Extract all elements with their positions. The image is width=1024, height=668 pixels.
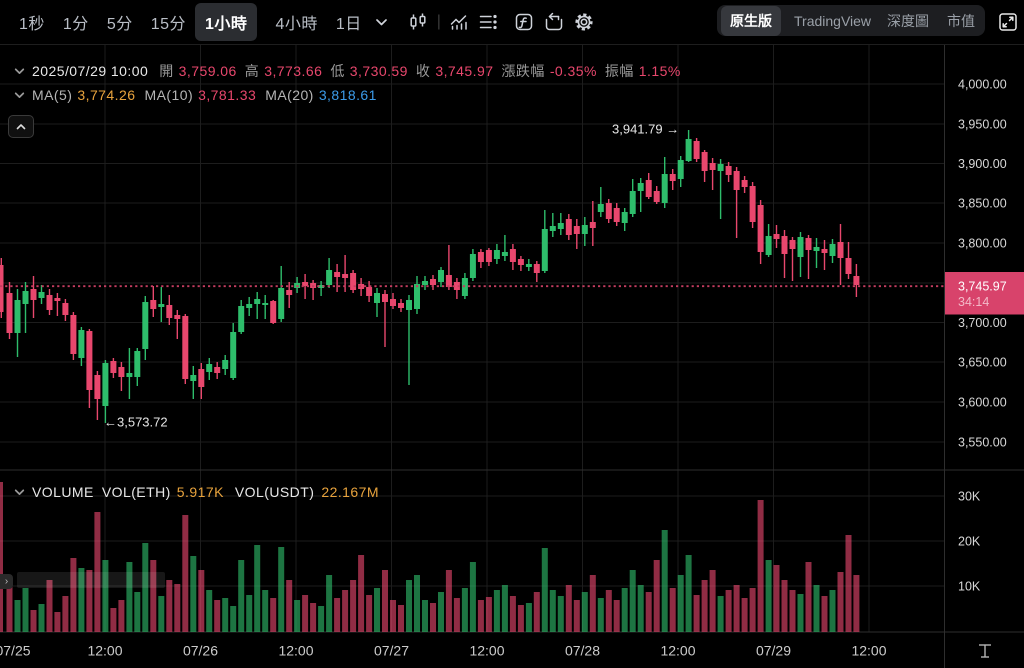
- svg-text:20K: 20K: [958, 535, 981, 549]
- svg-text:07/28: 07/28: [565, 643, 600, 659]
- svg-text:07/25: 07/25: [0, 643, 31, 659]
- svg-text:4,000.00: 4,000.00: [958, 78, 1007, 92]
- svg-text:12:00: 12:00: [660, 643, 695, 659]
- svg-text:3,950.00: 3,950.00: [958, 118, 1007, 132]
- svg-text:3,700.00: 3,700.00: [958, 316, 1007, 330]
- svg-text:3,550.00: 3,550.00: [958, 436, 1007, 450]
- svg-text:3,800.00: 3,800.00: [958, 237, 1007, 251]
- svg-text:3,941.79 →: 3,941.79 →: [612, 122, 679, 137]
- svg-text:3,900.00: 3,900.00: [958, 157, 1007, 171]
- svg-text:12:00: 12:00: [851, 643, 886, 659]
- svg-text:3,850.00: 3,850.00: [958, 197, 1007, 211]
- svg-text:3,600.00: 3,600.00: [958, 396, 1007, 410]
- svg-text:12:00: 12:00: [469, 643, 504, 659]
- svg-text:07/27: 07/27: [374, 643, 409, 659]
- svg-text:←3,573.72: ←3,573.72: [104, 415, 168, 430]
- svg-text:10K: 10K: [958, 580, 981, 594]
- svg-text:34:14: 34:14: [958, 295, 989, 309]
- svg-text:07/26: 07/26: [183, 643, 218, 659]
- svg-text:12:00: 12:00: [278, 643, 313, 659]
- svg-text:30K: 30K: [958, 490, 981, 504]
- svg-text:12:00: 12:00: [87, 643, 122, 659]
- svg-text:07/29: 07/29: [756, 643, 791, 659]
- svg-text:3,650.00: 3,650.00: [958, 356, 1007, 370]
- svg-text:3,745.97: 3,745.97: [958, 280, 1007, 294]
